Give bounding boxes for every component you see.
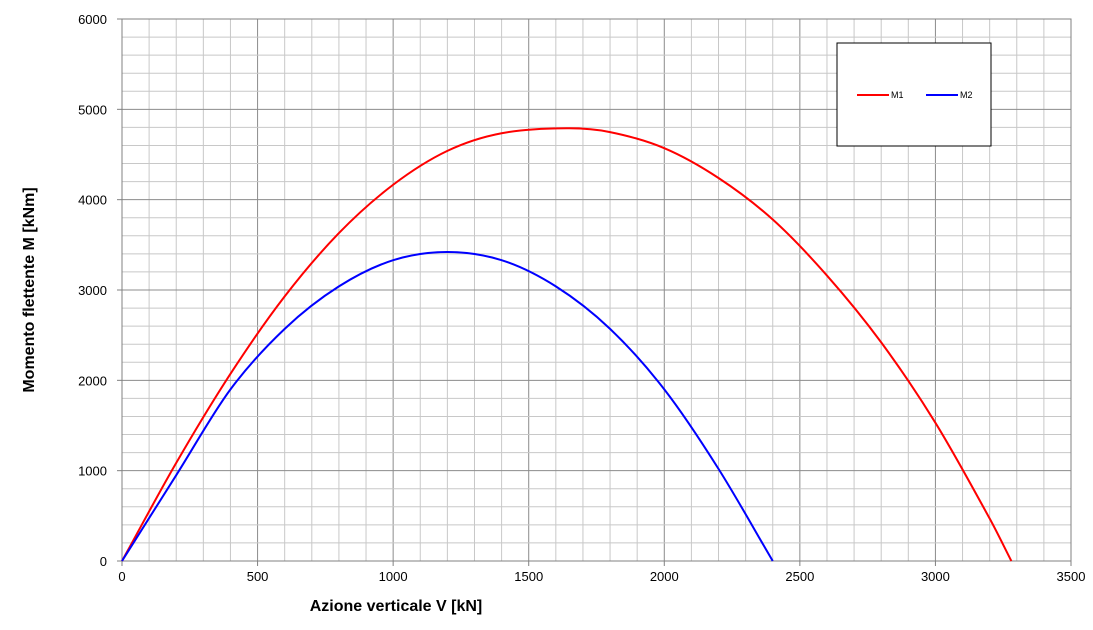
x-axis-title: Azione verticale V [kN]: [310, 598, 483, 615]
grid: [122, 19, 1071, 561]
y-tick-label: 1000: [78, 464, 107, 479]
legend-label-m1: M1: [891, 90, 904, 100]
y-tick-label: 6000: [78, 12, 107, 27]
x-tick-label: 1000: [379, 569, 408, 584]
x-tick-label: 3000: [921, 569, 950, 584]
tick-labels: 0 500 1000 1500 2000 2500 3000 3500 0 1000 2000 300…: [78, 12, 1085, 584]
x-tick-label: 1500: [514, 569, 543, 584]
y-tick-label: 3000: [78, 283, 107, 298]
y-tick-label: 5000: [78, 102, 107, 117]
x-tick-label: 3500: [1057, 569, 1086, 584]
y-tick-label: 2000: [78, 373, 107, 388]
y-tick-label: 4000: [78, 193, 107, 208]
series: [121, 127, 1013, 562]
x-tick-label: 2000: [650, 569, 679, 584]
legend-label-m2: M2: [960, 90, 973, 100]
x-tick-label: 0: [118, 569, 125, 584]
y-axis-title: Momento flettente M [kNm]: [21, 187, 38, 392]
x-tick-label: 2500: [785, 569, 814, 584]
x-tick-label: 500: [247, 569, 269, 584]
series-line-m2: [121, 251, 774, 562]
y-tick-label: 0: [100, 554, 107, 569]
legend: M1 M2: [836, 42, 992, 147]
series-line-m1: [121, 127, 1013, 562]
